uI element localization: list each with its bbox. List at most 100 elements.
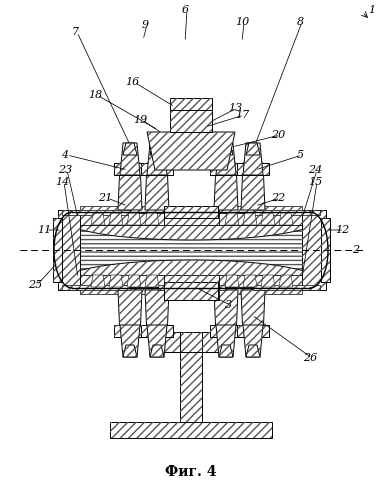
Polygon shape xyxy=(147,143,167,175)
Polygon shape xyxy=(80,206,302,213)
Polygon shape xyxy=(243,325,263,357)
Polygon shape xyxy=(114,325,146,337)
Polygon shape xyxy=(164,282,218,300)
Polygon shape xyxy=(180,350,202,422)
Polygon shape xyxy=(210,163,242,175)
Polygon shape xyxy=(279,275,293,287)
Polygon shape xyxy=(75,213,307,225)
Polygon shape xyxy=(202,332,224,352)
Text: 5: 5 xyxy=(296,150,304,160)
Polygon shape xyxy=(170,98,212,110)
Polygon shape xyxy=(123,345,137,357)
Text: 10: 10 xyxy=(235,17,249,27)
Polygon shape xyxy=(62,210,130,215)
Text: 1: 1 xyxy=(368,5,376,15)
Polygon shape xyxy=(150,143,164,155)
Polygon shape xyxy=(243,143,263,175)
Text: Фиг. 4: Фиг. 4 xyxy=(165,465,217,479)
Polygon shape xyxy=(109,213,123,225)
Polygon shape xyxy=(110,422,272,438)
Polygon shape xyxy=(261,213,275,225)
Polygon shape xyxy=(91,275,105,287)
Polygon shape xyxy=(150,345,164,357)
Polygon shape xyxy=(216,325,236,357)
Polygon shape xyxy=(145,213,159,225)
Polygon shape xyxy=(127,213,141,225)
Polygon shape xyxy=(123,143,137,155)
Polygon shape xyxy=(321,218,330,282)
Polygon shape xyxy=(261,275,275,287)
Text: 2: 2 xyxy=(352,245,360,255)
Polygon shape xyxy=(53,218,62,282)
Polygon shape xyxy=(225,275,239,287)
Polygon shape xyxy=(58,218,326,282)
Polygon shape xyxy=(58,210,80,290)
Text: 17: 17 xyxy=(235,110,249,120)
Text: 7: 7 xyxy=(72,27,79,37)
Text: 18: 18 xyxy=(88,90,102,100)
Polygon shape xyxy=(253,285,320,290)
Polygon shape xyxy=(118,290,142,337)
Polygon shape xyxy=(225,213,239,225)
Polygon shape xyxy=(243,213,257,225)
Polygon shape xyxy=(127,275,141,287)
Polygon shape xyxy=(114,163,146,175)
Text: 4: 4 xyxy=(61,150,69,160)
Polygon shape xyxy=(170,110,212,132)
Polygon shape xyxy=(61,260,321,282)
Polygon shape xyxy=(118,163,142,210)
Text: 8: 8 xyxy=(296,17,304,27)
Text: 13: 13 xyxy=(228,103,242,113)
Polygon shape xyxy=(147,325,167,357)
Polygon shape xyxy=(61,218,321,240)
Text: 15: 15 xyxy=(308,177,322,187)
Polygon shape xyxy=(210,325,242,337)
Polygon shape xyxy=(158,332,224,352)
Polygon shape xyxy=(214,163,238,210)
Polygon shape xyxy=(109,275,123,287)
Text: 6: 6 xyxy=(182,5,188,15)
Text: 21: 21 xyxy=(98,193,112,203)
Text: 23: 23 xyxy=(58,165,72,175)
Polygon shape xyxy=(241,290,265,337)
Polygon shape xyxy=(214,290,238,337)
Text: 9: 9 xyxy=(141,20,149,30)
Polygon shape xyxy=(62,285,130,290)
Polygon shape xyxy=(241,163,265,210)
Polygon shape xyxy=(58,218,326,282)
Polygon shape xyxy=(145,275,159,287)
Polygon shape xyxy=(141,163,173,175)
Polygon shape xyxy=(302,210,326,290)
Polygon shape xyxy=(219,143,233,155)
Text: 26: 26 xyxy=(303,353,317,363)
Polygon shape xyxy=(243,275,257,287)
Text: 22: 22 xyxy=(271,193,285,203)
Polygon shape xyxy=(216,143,236,175)
Polygon shape xyxy=(120,325,140,357)
Text: 25: 25 xyxy=(28,280,42,290)
Polygon shape xyxy=(164,206,218,218)
Text: 11: 11 xyxy=(37,225,51,235)
Polygon shape xyxy=(75,275,307,287)
Polygon shape xyxy=(158,332,180,352)
Text: 19: 19 xyxy=(133,115,147,125)
Polygon shape xyxy=(246,345,260,357)
Text: 20: 20 xyxy=(271,130,285,140)
Polygon shape xyxy=(219,345,233,357)
Polygon shape xyxy=(141,325,173,337)
Polygon shape xyxy=(246,143,260,155)
Polygon shape xyxy=(219,285,225,290)
Polygon shape xyxy=(145,163,169,210)
Polygon shape xyxy=(120,143,140,175)
Polygon shape xyxy=(158,285,164,290)
Polygon shape xyxy=(147,132,235,170)
Polygon shape xyxy=(237,325,269,337)
Polygon shape xyxy=(80,287,302,294)
Text: 14: 14 xyxy=(55,177,69,187)
Polygon shape xyxy=(237,163,269,175)
Text: 24: 24 xyxy=(308,165,322,175)
Text: 16: 16 xyxy=(125,77,139,87)
Polygon shape xyxy=(253,210,320,215)
Polygon shape xyxy=(91,213,105,225)
Text: 3: 3 xyxy=(224,300,232,310)
